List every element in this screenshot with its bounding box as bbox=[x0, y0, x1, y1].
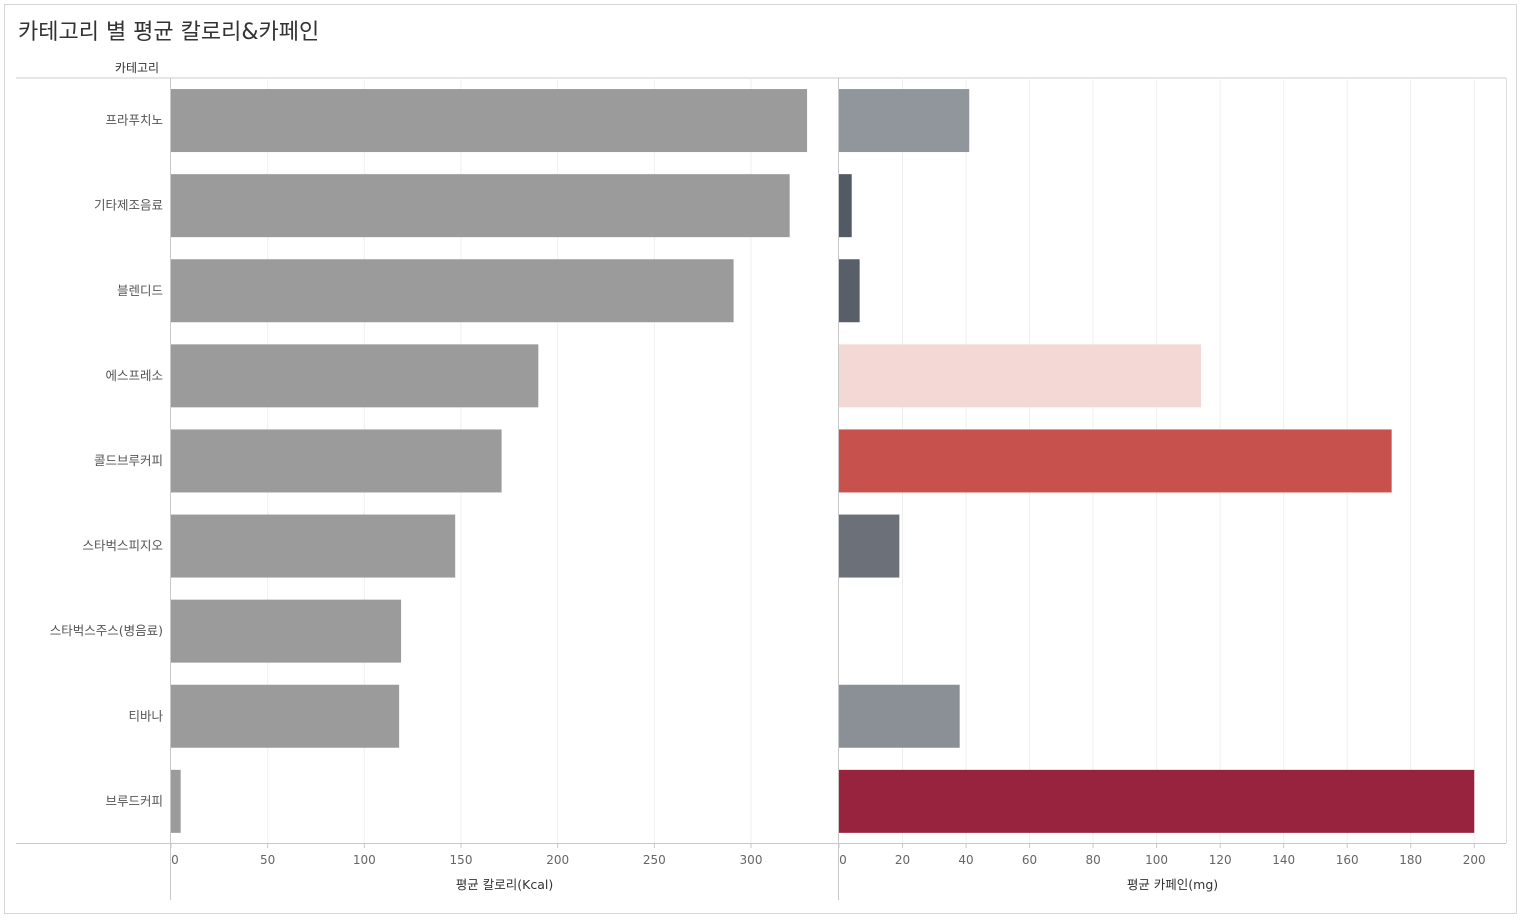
calories-bar bbox=[171, 259, 734, 323]
category-label: 티바나 bbox=[128, 708, 163, 723]
calories-bar bbox=[171, 429, 502, 493]
category-label: 스타벅스주스(병음료) bbox=[50, 623, 163, 638]
category-label: 콜드브루커피 bbox=[94, 453, 163, 468]
x-tick-label: 60 bbox=[1022, 853, 1037, 867]
x-tick-label: 100 bbox=[353, 853, 376, 867]
calories-bar bbox=[171, 599, 402, 663]
category-label: 프라푸치노 bbox=[105, 113, 163, 128]
x-tick-label: 250 bbox=[643, 853, 666, 867]
caffeine-bar bbox=[839, 259, 860, 323]
x-tick-label: 150 bbox=[450, 853, 473, 867]
calories-axis-title: 평균 칼로리(Kcal) bbox=[456, 877, 553, 892]
caffeine-bar bbox=[839, 174, 852, 238]
caffeine-bar bbox=[839, 89, 970, 153]
chart-frame bbox=[4, 4, 1517, 914]
caffeine-bar bbox=[839, 769, 1475, 833]
calories-bar bbox=[171, 769, 181, 833]
calories-bar bbox=[171, 89, 808, 153]
x-tick-label: 0 bbox=[839, 853, 847, 867]
calories-bar bbox=[171, 514, 456, 578]
caffeine-bar bbox=[839, 429, 1392, 493]
caffeine-bar bbox=[839, 344, 1202, 408]
caffeine-bar bbox=[839, 514, 900, 578]
category-label: 기타제조음료 bbox=[94, 198, 163, 213]
row-header: 카테고리 bbox=[115, 61, 159, 75]
x-tick-label: 100 bbox=[1145, 853, 1168, 867]
x-tick-label: 80 bbox=[1085, 853, 1100, 867]
x-tick-label: 180 bbox=[1399, 853, 1422, 867]
x-tick-label: 200 bbox=[1463, 853, 1486, 867]
calories-bar bbox=[171, 344, 539, 408]
category-label: 블렌디드 bbox=[117, 283, 163, 298]
x-tick-label: 40 bbox=[958, 853, 973, 867]
x-tick-label: 120 bbox=[1209, 853, 1232, 867]
x-tick-label: 160 bbox=[1336, 853, 1359, 867]
calories-bar bbox=[171, 174, 790, 238]
x-tick-label: 0 bbox=[171, 853, 179, 867]
x-tick-label: 20 bbox=[895, 853, 910, 867]
x-tick-label: 50 bbox=[260, 853, 275, 867]
category-label: 브루드커피 bbox=[105, 793, 163, 808]
x-tick-label: 300 bbox=[740, 853, 763, 867]
category-label: 에스프레소 bbox=[105, 368, 163, 383]
chart-title: 카테고리 별 평균 칼로리&카페인 bbox=[18, 20, 320, 45]
caffeine-bar bbox=[839, 684, 960, 748]
x-tick-label: 140 bbox=[1272, 853, 1295, 867]
x-tick-label: 200 bbox=[546, 853, 569, 867]
calories-bar bbox=[171, 684, 400, 748]
category-label: 스타벅스피지오 bbox=[82, 538, 163, 553]
caffeine-axis-title: 평균 카페인(mg) bbox=[1127, 877, 1218, 892]
